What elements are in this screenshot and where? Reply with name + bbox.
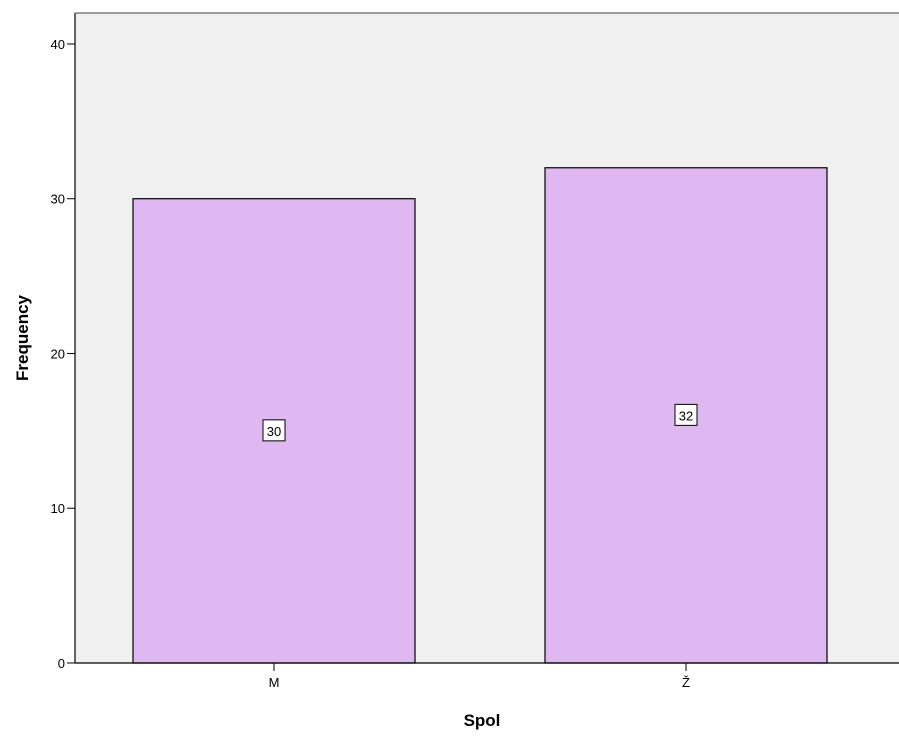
x-tick-label: Ž — [682, 675, 690, 690]
y-tick-label: 30 — [51, 192, 65, 207]
x-axis-title: Spol — [464, 711, 501, 730]
axes — [74, 12, 899, 664]
data-label-box — [674, 403, 698, 426]
data-label-box — [262, 419, 286, 442]
y-tick-label: 20 — [51, 346, 65, 361]
y-axis-title: Frequency — [13, 294, 32, 381]
y-axis-ticks: 0 10 20 30 40 — [51, 37, 75, 671]
data-label: 30 — [267, 424, 281, 439]
y-tick-label: 40 — [51, 37, 65, 52]
y-tick-label: 0 — [58, 656, 65, 671]
bars-group: 30 32 — [132, 167, 828, 664]
data-label: 32 — [679, 408, 693, 423]
x-tick-label: M — [269, 675, 280, 690]
y-tick-label: 10 — [51, 501, 65, 516]
